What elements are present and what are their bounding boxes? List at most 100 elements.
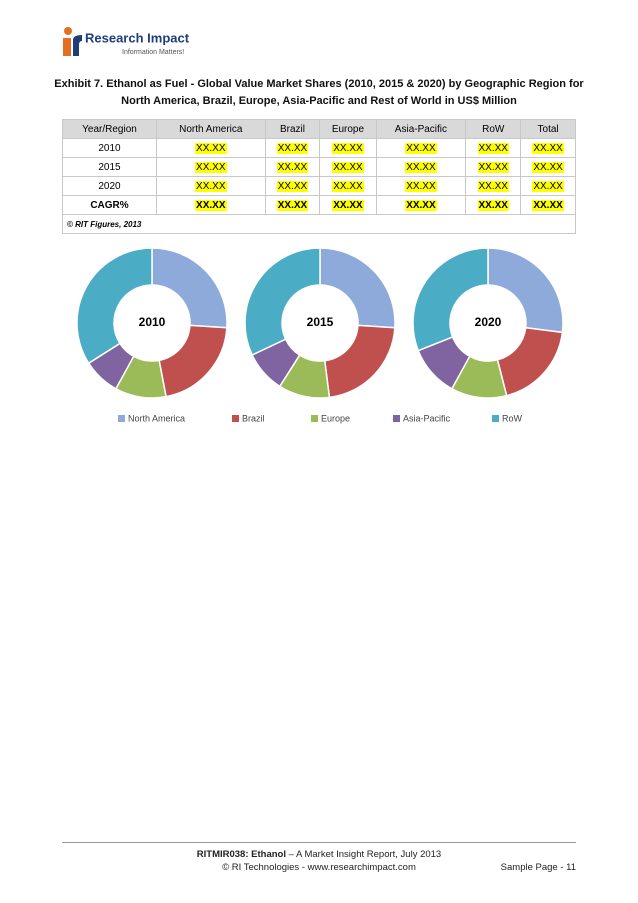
donut-slice	[323, 324, 396, 399]
column-header: Year/Region	[62, 119, 157, 139]
donut-slice	[412, 247, 489, 352]
donut-label: 2015	[307, 315, 334, 329]
table-cell: XX.XX	[520, 195, 576, 215]
table-cell: XX.XX	[319, 195, 377, 215]
cell-value: XX.XX	[332, 199, 364, 211]
source: © RIT Figures, 2013	[62, 214, 576, 234]
legend-swatch	[492, 415, 499, 422]
column-header: North America	[155, 119, 266, 139]
legend-swatch	[232, 415, 239, 422]
tagline: Information Matters!	[122, 49, 184, 56]
donut-slice	[487, 247, 564, 334]
table-cell: XX.XX	[375, 157, 467, 177]
cell-value: XX.XX	[405, 180, 437, 192]
charts: 2010 2015 2020 North America Brazil Europe Asi…	[76, 247, 564, 423]
table-cell: XX.XX	[155, 138, 266, 158]
legend-swatch	[118, 415, 125, 422]
page-number: Sample Page - 11	[500, 862, 576, 873]
cell-value: XX.XX	[195, 199, 227, 211]
table-cell: 2015	[62, 157, 157, 177]
data-table: Year/Region North America Brazil Europe Asia…	[62, 119, 576, 234]
table-cell: XX.XX	[375, 176, 467, 196]
table-row: 2010 XX.XX XX.XX XX.XX XX.XX XX.XX XX.XX	[62, 138, 576, 158]
table-cell: 2010	[62, 138, 157, 158]
table-row: 2020 XX.XX XX.XX XX.XX XX.XX XX.XX XX.XX	[62, 176, 576, 196]
table-cell: XX.XX	[465, 176, 522, 196]
table-cell: XX.XX	[264, 176, 321, 196]
cell-value: XX.XX	[195, 142, 227, 154]
table-cell: XX.XX	[155, 195, 266, 215]
cell-value: XX.XX	[477, 142, 509, 154]
footer-line: RITMIR038: Ethanol – A Market Insight Re…	[0, 849, 638, 860]
table-cell: XX.XX	[155, 176, 266, 196]
table-cell: XX.XX	[264, 157, 321, 177]
table-cell: XX.XX	[465, 138, 522, 158]
table-cell: XX.XX	[465, 157, 522, 177]
legend-label: Asia-Pacific	[403, 413, 451, 423]
column-header: RoW	[465, 119, 522, 139]
cell-value: XX.XX	[405, 142, 437, 154]
table-cell: XX.XX	[319, 157, 377, 177]
logo-bar	[63, 38, 71, 56]
table-cell: XX.XX	[520, 176, 576, 196]
cell-value: XX.XX	[195, 161, 227, 173]
donut-slice	[496, 326, 564, 397]
table-cell: XX.XX	[319, 138, 377, 158]
donut-slice	[76, 247, 153, 365]
cell-value: XX.XX	[477, 180, 509, 192]
cell-value: XX.XX	[332, 180, 364, 192]
header-row: Year/Region North America Brazil Europe Asia…	[62, 119, 576, 139]
table-cell: XX.XX	[520, 157, 576, 177]
logo: Research Impact Information Matters!	[63, 27, 190, 56]
cell-value: XX.XX	[532, 161, 564, 173]
logo-r	[73, 35, 82, 56]
cell-value: XX.XX	[276, 180, 309, 192]
column-header: Total	[520, 119, 576, 139]
cell-value: XX.XX	[276, 142, 309, 154]
logo-dot	[64, 27, 72, 35]
legend-label: RoW	[502, 413, 523, 423]
table-cell: XX.XX	[264, 195, 321, 215]
donut-slice	[158, 324, 228, 398]
report-desc: – A Market Insight Report, July 2013	[285, 849, 442, 860]
table-cell: XX.XX	[375, 138, 467, 158]
footer-rule	[62, 842, 576, 843]
copyright: © RI Technologies - www.researchimpact.c…	[222, 862, 416, 873]
table-cell: XX.XX	[264, 138, 321, 158]
donut-slice	[244, 247, 321, 356]
source-row: © RIT Figures, 2013	[62, 214, 576, 234]
table-cell: XX.XX	[520, 138, 576, 158]
table-row: 2015 XX.XX XX.XX XX.XX XX.XX XX.XX XX.XX	[62, 157, 576, 177]
cell-value: XX.XX	[332, 142, 364, 154]
column-header: Asia-Pacific	[375, 119, 467, 139]
cell-value: XX.XX	[532, 199, 564, 211]
cell-value: XX.XX	[195, 180, 227, 192]
cell-value: XX.XX	[276, 199, 309, 211]
table-cell: 2020	[62, 176, 157, 196]
table-cell: XX.XX	[375, 195, 467, 215]
brand: Research Impact	[85, 30, 190, 45]
table-cell: CAGR%	[62, 195, 157, 215]
cell-value: XX.XX	[332, 161, 364, 173]
legend-label: Europe	[321, 413, 350, 423]
cell-value: XX.XX	[276, 161, 309, 173]
cell-value: XX.XX	[532, 180, 564, 192]
column-header: Europe	[319, 119, 377, 139]
donut-label: 2010	[139, 315, 166, 329]
cell-value: XX.XX	[477, 161, 509, 173]
table-cell: XX.XX	[155, 157, 266, 177]
table-row: CAGR% XX.XX XX.XX XX.XX XX.XX XX.XX XX.XX	[62, 195, 576, 215]
donut-label: 2020	[475, 315, 502, 329]
column-header: Brazil	[264, 119, 321, 139]
legend-label: North America	[128, 413, 185, 423]
legend-swatch	[393, 415, 400, 422]
cell-value: XX.XX	[532, 142, 564, 154]
cell-value: XX.XX	[405, 199, 437, 211]
table-cell: XX.XX	[319, 176, 377, 196]
legend-swatch	[311, 415, 318, 422]
cell-value: XX.XX	[477, 199, 509, 211]
report-code: RITMIR038: Ethanol	[196, 849, 286, 860]
legend-label: Brazil	[242, 413, 265, 423]
exhibit-title: Exhibit 7. Ethanol as Fuel - Global Valu…	[54, 78, 584, 90]
